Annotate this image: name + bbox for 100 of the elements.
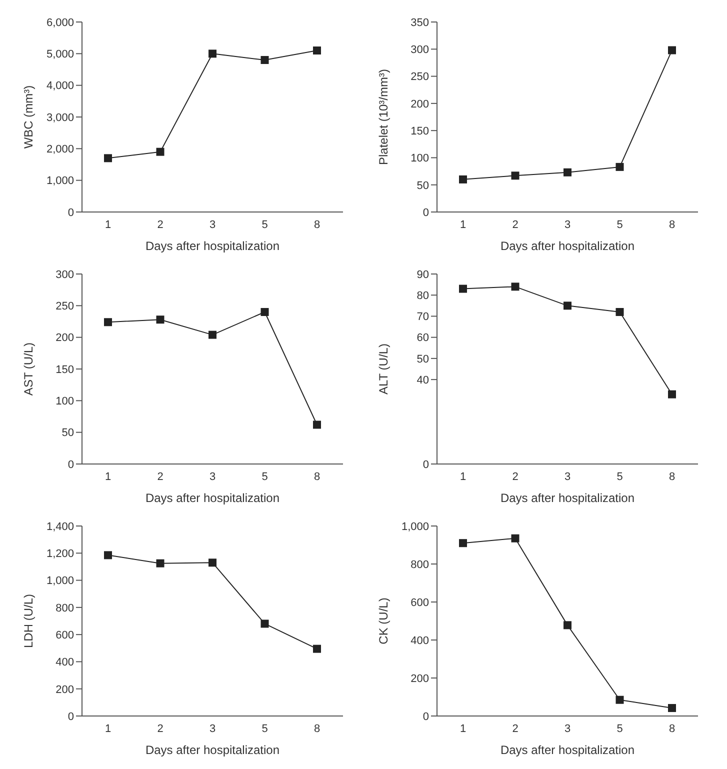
x-tick-label: 1 <box>460 218 466 231</box>
x-tick-label: 8 <box>668 470 676 483</box>
point <box>156 148 164 156</box>
y-axis-title: Platelet (10³/mm³) <box>376 68 390 166</box>
x-tick-label: 5 <box>262 218 268 231</box>
x-tick-label: 3 <box>209 470 216 483</box>
y-tick-label: 400 <box>56 656 74 669</box>
y-axis-title: AST (U/L) <box>21 342 36 396</box>
y-axis-title: LDH (U/L) <box>21 594 36 648</box>
y-tick-label: 2,000 <box>46 144 74 156</box>
point <box>511 282 520 291</box>
point <box>208 50 216 58</box>
y-tick-label: 100 <box>56 396 74 408</box>
x-tick-label: 8 <box>668 722 676 735</box>
point <box>668 704 676 712</box>
x-tick-label: 1 <box>104 218 112 231</box>
point <box>104 154 112 162</box>
y-tick-label: 350 <box>410 16 429 29</box>
y-tick-label: 800 <box>410 558 429 571</box>
x-tick-label: 8 <box>668 218 676 231</box>
x-tick-label: 5 <box>616 470 623 483</box>
y-tick-label: 1,000 <box>46 175 74 188</box>
y-tick-label: 90 <box>416 268 429 281</box>
y-axis-title: ALT (U/L) <box>376 344 390 394</box>
y-tick-label: 800 <box>56 602 74 614</box>
point <box>260 56 269 64</box>
y-tick-label: 400 <box>410 634 429 647</box>
y-tick-label: 200 <box>56 332 74 344</box>
y-tick-label: 150 <box>56 364 74 376</box>
point <box>156 559 164 568</box>
point <box>616 308 624 316</box>
y-tick-label: 0 <box>422 206 429 219</box>
x-tick-label: 5 <box>616 722 623 735</box>
point <box>208 558 216 567</box>
point <box>459 284 467 293</box>
point <box>668 46 676 54</box>
x-tick-label: 8 <box>314 470 320 483</box>
y-tick-label: 60 <box>416 332 429 344</box>
y-axis-title: WBC (mm³) <box>21 85 36 149</box>
y-tick-label: 0 <box>68 206 74 219</box>
y-tick-label: 1,000 <box>46 575 74 588</box>
y-tick-label: 1,400 <box>46 520 74 533</box>
x-axis-title: Days after hospitalization <box>500 239 635 253</box>
y-tick-label: 0 <box>422 458 429 471</box>
y-tick-label: 0 <box>422 710 429 723</box>
point <box>616 696 624 704</box>
y-tick-label: 600 <box>56 629 74 642</box>
x-tick-label: 5 <box>262 722 268 735</box>
y-tick-label: 200 <box>410 98 429 110</box>
x-tick-label: 5 <box>262 470 268 483</box>
point <box>313 644 321 653</box>
x-tick-label: 1 <box>104 722 112 735</box>
x-tick-label: 2 <box>157 218 164 231</box>
x-tick-label: 8 <box>314 218 320 231</box>
x-tick-label: 8 <box>314 722 320 735</box>
x-tick-label: 3 <box>564 470 571 483</box>
y-tick-label: 300 <box>410 44 429 56</box>
x-tick-label: 1 <box>460 470 466 483</box>
point <box>260 308 269 316</box>
point <box>564 621 572 630</box>
point <box>104 318 112 326</box>
y-tick-label: 1,000 <box>401 520 429 533</box>
x-tick-label: 2 <box>157 722 164 735</box>
x-axis-title: Days after hospitalization <box>145 239 280 253</box>
y-tick-label: 3,000 <box>46 112 74 124</box>
point <box>104 551 112 560</box>
point <box>459 539 467 548</box>
point <box>616 162 624 171</box>
x-tick-label: 2 <box>512 470 518 483</box>
x-axis-title: Days after hospitalization <box>145 491 280 505</box>
y-tick-label: 200 <box>410 672 429 685</box>
point <box>511 172 520 180</box>
x-tick-label: 3 <box>564 722 571 735</box>
point <box>564 168 572 176</box>
y-tick-label: 50 <box>62 427 74 440</box>
x-tick-label: 5 <box>616 218 623 231</box>
point <box>208 330 216 339</box>
y-tick-label: 250 <box>56 300 74 313</box>
y-tick-label: 50 <box>416 353 429 366</box>
x-tick-label: 1 <box>460 722 466 735</box>
y-tick-label: 150 <box>410 125 429 138</box>
x-tick-label: 3 <box>564 218 571 231</box>
y-tick-label: 50 <box>416 180 429 192</box>
y-axis-title: CK (U/L) <box>376 598 390 644</box>
y-tick-label: 6,000 <box>46 16 74 29</box>
y-tick-label: 600 <box>410 596 429 609</box>
x-tick-label: 2 <box>512 218 518 231</box>
y-tick-label: 200 <box>56 684 74 696</box>
y-tick-label: 4,000 <box>46 80 74 92</box>
point <box>564 302 572 310</box>
point <box>313 420 321 429</box>
y-tick-label: 80 <box>416 290 429 302</box>
x-tick-label: 3 <box>209 218 216 231</box>
x-axis-title: Days after hospitalization <box>145 743 280 757</box>
x-axis-title: Days after hospitalization <box>500 743 635 757</box>
y-tick-label: 300 <box>56 268 74 281</box>
y-tick-label: 70 <box>416 311 429 324</box>
point <box>313 46 321 54</box>
point <box>459 175 467 184</box>
y-tick-label: 250 <box>410 71 429 84</box>
